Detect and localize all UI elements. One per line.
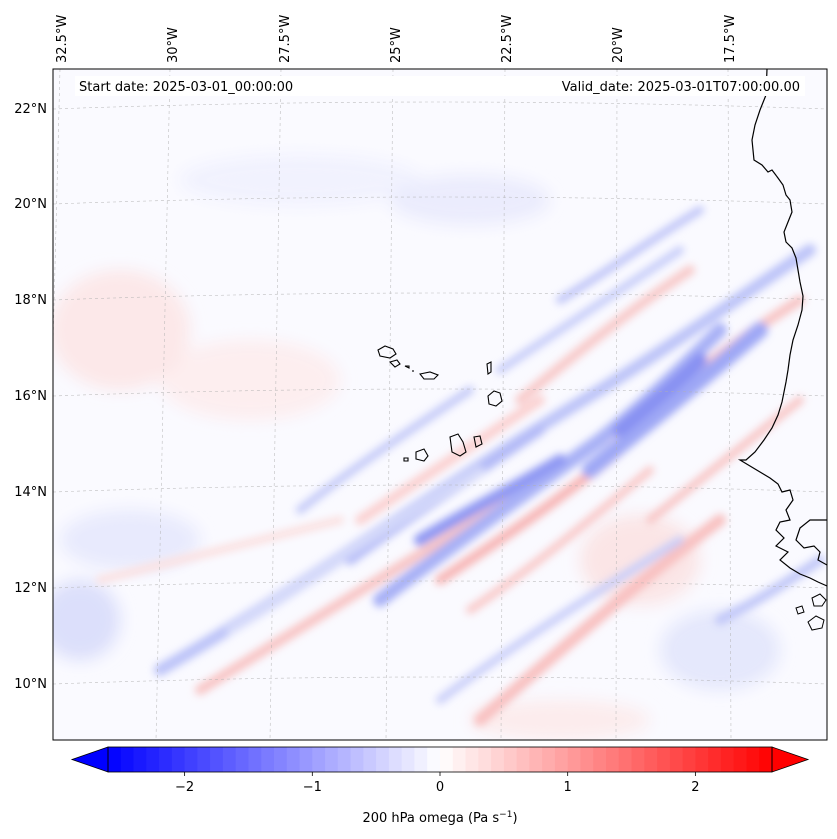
colorbar-tick-label: −2: [175, 780, 194, 795]
colorbar-cell: [159, 747, 173, 772]
colorbar-cell: [695, 747, 709, 772]
valid-date-label: Valid_date: 2025-03-01T07:00:00.00: [562, 80, 800, 95]
colorbar-cell: [261, 747, 275, 772]
lat-label: 20°N: [14, 197, 47, 212]
lat-label: 22°N: [14, 102, 47, 117]
colorbar-cell: [657, 747, 671, 772]
colorbar-cell: [184, 747, 198, 772]
longitude-labels: 32.5°W 30°W 27.5°W 25°W 22.5°W 20°W 17.5…: [55, 15, 738, 63]
colorbar-cell: [491, 747, 505, 772]
colorbar-cell: [120, 747, 135, 772]
colorbar-cell: [388, 747, 403, 772]
lat-label: 16°N: [14, 389, 47, 404]
colorbar-high-extend: [771, 746, 810, 773]
colorbar-cell: [376, 747, 390, 772]
date-label-strip: [75, 76, 805, 96]
colorbar-cell: [274, 747, 288, 772]
colorbar-tick-label: −1: [303, 780, 322, 795]
colorbar-cell: [708, 747, 722, 772]
colorbar-cell: [618, 747, 633, 772]
colorbar-cell: [542, 747, 556, 772]
lon-label: 20°W: [611, 27, 626, 63]
colorbar-cell: [669, 747, 684, 772]
colorbar-ticks: −2 −1 0 1 2: [175, 772, 700, 795]
colorbar-cell: [516, 747, 530, 772]
colorbar-cell: [312, 747, 326, 772]
colorbar-cell: [363, 747, 377, 772]
colorbar-cell: [567, 747, 582, 772]
colorbar-cell: [554, 747, 569, 772]
colorbar-cell: [248, 747, 262, 772]
omega-field: [53, 69, 827, 740]
colorbar-cell: [644, 747, 658, 772]
colorbar-cell: [325, 747, 339, 772]
colorbar-cell: [682, 747, 696, 772]
colorbar-cell: [171, 747, 186, 772]
map-panel: Start date: 2025-03-01_00:00:00 Valid_da…: [52, 68, 828, 741]
guinea-coastline: [795, 519, 827, 566]
colorbar-cell: [235, 747, 250, 772]
colorbar-cell: [414, 747, 428, 772]
lon-label: 17.5°W: [723, 15, 738, 63]
colorbar-cell: [720, 747, 735, 772]
colorbar-cell: [146, 747, 160, 772]
colorbar-cell: [350, 747, 364, 772]
map-frame: [52, 68, 828, 741]
colorbar-cell: [210, 747, 224, 772]
lat-label: 14°N: [14, 485, 47, 500]
start-date-label: Start date: 2025-03-01_00:00:00: [79, 80, 293, 95]
colorbar-cell: [606, 747, 620, 772]
colorbar-cell: [427, 747, 441, 772]
colorbar-cell: [108, 747, 122, 772]
lon-label: 22.5°W: [500, 15, 515, 63]
colorbar-tick-label: 2: [691, 780, 699, 795]
colorbar-label: 200 hPa omega (Pa s−1): [362, 810, 517, 826]
omega-diffuse-patches: [53, 155, 780, 740]
colorbar-cell: [401, 747, 416, 772]
colorbar-cell: [133, 747, 147, 772]
colorbar-cell: [593, 747, 607, 772]
colorbar-cell: [746, 747, 760, 772]
lat-label: 18°N: [14, 293, 47, 308]
lon-label: 30°W: [166, 27, 181, 63]
colorbar-cell: [222, 747, 237, 772]
colorbar-cells: [108, 747, 773, 772]
lat-label: 10°N: [14, 677, 47, 692]
lon-label: 25°W: [389, 27, 404, 63]
omega-bands: [96, 206, 825, 726]
lat-label: 12°N: [14, 581, 47, 596]
colorbar-cell: [299, 747, 313, 772]
colorbar-low-extend: [70, 746, 109, 773]
colorbar-cell: [478, 747, 492, 772]
colorbar-cell: [440, 747, 454, 772]
colorbar-tick-label: 1: [564, 780, 572, 795]
lon-label: 32.5°W: [55, 15, 70, 63]
colorbar-cell: [631, 747, 645, 772]
colorbar-cell: [733, 747, 748, 772]
colorbar-cell: [452, 747, 467, 772]
colorbar-cell: [197, 747, 211, 772]
colorbar-cell: [465, 747, 479, 772]
colorbar-cell: [529, 747, 543, 772]
colorbar: −2 −1 0 1 2 200 hPa omega (Pa s−1): [70, 746, 810, 826]
colorbar-cell: [580, 747, 594, 772]
colorbar-cell: [503, 747, 518, 772]
bijagos-islands: [795, 593, 827, 631]
colorbar-cell: [286, 747, 301, 772]
colorbar-cell: [337, 747, 352, 772]
colorbar-cell: [759, 747, 773, 772]
lon-label: 27.5°W: [278, 15, 293, 63]
gridlines: [53, 69, 827, 740]
cape-verde-islands: [377, 345, 503, 462]
latitude-labels: 22°N 20°N 18°N 16°N 14°N 12°N 10°N: [14, 102, 47, 692]
africa-coastline: [737, 69, 827, 587]
colorbar-tick-label: 0: [436, 780, 444, 795]
